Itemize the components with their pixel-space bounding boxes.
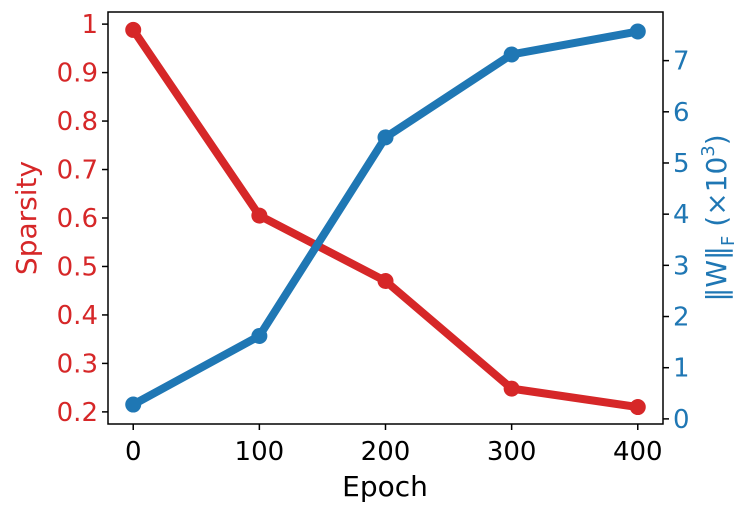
series-point	[251, 207, 268, 224]
series-point	[629, 23, 646, 40]
y-right-tick-label: 7	[673, 47, 690, 77]
series-point	[125, 396, 142, 413]
y-axis-left: 0.2 0.3 0.4 0.5 0.6 0.7 0.8 0.9 1	[57, 10, 108, 428]
series-line	[129, 25, 642, 412]
series-point	[503, 380, 520, 397]
y-right-title-exponent: 3	[698, 145, 719, 156]
y-left-tick-label: 1	[81, 10, 98, 40]
y-right-title-scale: (×10	[700, 157, 733, 236]
y-right-tick-label: 2	[673, 303, 690, 333]
plot-frame	[107, 11, 664, 425]
x-tick-label: 400	[613, 437, 663, 467]
y-left-tick-label: 0.9	[57, 59, 98, 89]
y-right-tick-label: 5	[673, 149, 690, 179]
y-axis-right: 0 1 2 3 4 5 6 7	[663, 47, 690, 435]
series-point	[503, 46, 520, 63]
series-line	[129, 27, 642, 409]
y-left-tick-label: 0.8	[57, 107, 98, 137]
series-left-axis	[125, 21, 646, 416]
y-left-tick-label: 0.4	[57, 301, 98, 331]
y-left-tick-label: 0.6	[57, 204, 98, 234]
series-point	[251, 327, 268, 344]
y-right-tick-label: 0	[673, 405, 690, 435]
x-tick-label: 0	[125, 437, 142, 467]
x-tick-label: 300	[487, 437, 537, 467]
frame-layer	[107, 11, 664, 425]
series-point	[629, 399, 646, 416]
x-tick-label: 200	[361, 437, 411, 467]
y-right-tick-label: 3	[673, 251, 690, 281]
x-axis: 0 100 200 300 400	[125, 424, 663, 467]
series-point	[377, 273, 394, 290]
y-right-tick-label: 4	[673, 200, 690, 230]
series-right-axis	[125, 23, 646, 413]
y-left-tick-label: 0.2	[57, 398, 98, 428]
y-right-tick-label: 6	[673, 98, 690, 128]
y-left-tick-label: 0.3	[57, 349, 98, 379]
y-right-title-subscript: F	[718, 236, 739, 246]
x-tick-label: 100	[235, 437, 285, 467]
y-left-tick-label: 0.7	[57, 156, 98, 186]
y-left-tick-label: 0.5	[57, 252, 98, 282]
series-point	[377, 129, 394, 146]
y-axis-left-title: Sparsity	[10, 161, 43, 275]
y-right-tick-label: 1	[673, 354, 690, 384]
y-axis-right-title: ‖W‖F (×103)	[698, 134, 739, 301]
y-right-title-base: ‖W‖	[700, 246, 733, 302]
series-point	[125, 21, 142, 38]
y-right-title-close: )	[700, 134, 733, 145]
x-axis-title: Epoch	[342, 470, 428, 503]
plot-layer	[125, 21, 646, 416]
